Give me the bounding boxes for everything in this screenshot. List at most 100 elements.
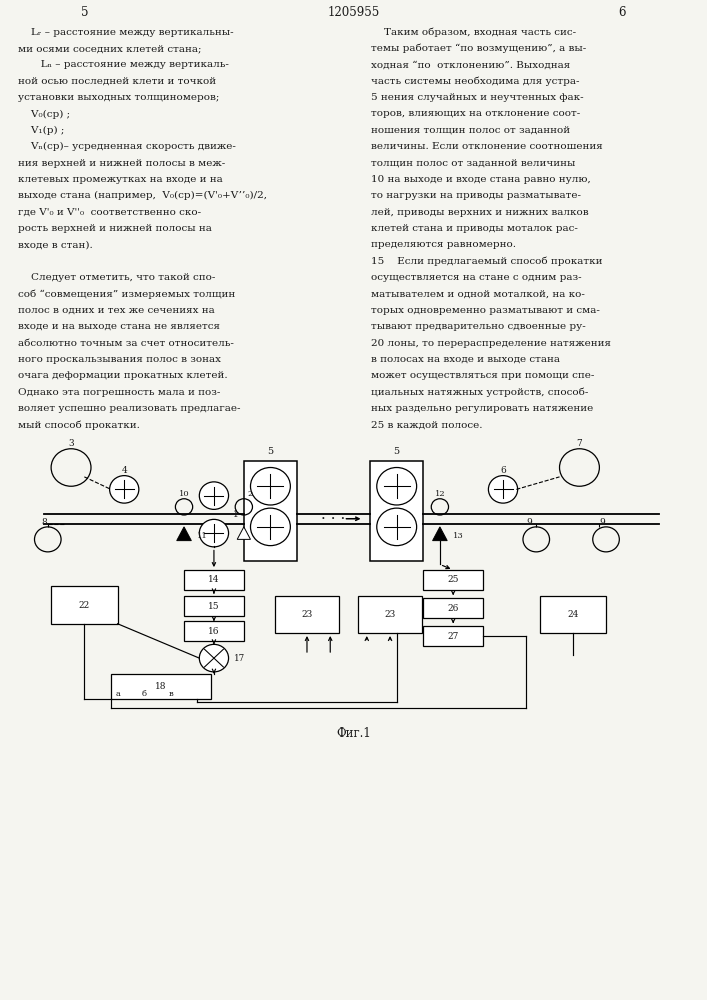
Text: 5: 5 [394, 447, 399, 456]
Bar [184, 596, 244, 616]
Text: 4: 4 [122, 466, 127, 475]
Circle shape [199, 482, 228, 509]
Circle shape [250, 467, 291, 505]
Text: 7: 7 [577, 439, 583, 448]
Text: величины. Если отклонение соотношения: величины. Если отклонение соотношения [371, 142, 603, 151]
Text: ной осью последней клети и точкой: ной осью последней клети и точкой [18, 77, 216, 86]
Bar [111, 674, 211, 699]
Bar [51, 586, 117, 624]
Text: установки выходных толщиномеров;: установки выходных толщиномеров; [18, 93, 219, 102]
Text: мый способ прокатки.: мый способ прокатки. [18, 420, 139, 430]
Text: где V'₀ и V''₀  соответственно ско-: где V'₀ и V''₀ соответственно ско- [18, 208, 201, 217]
Text: воляет успешно реализовать предлагае-: воляет успешно реализовать предлагае- [18, 404, 240, 413]
Text: 3: 3 [69, 439, 74, 448]
Text: то нагрузки на приводы разматывате-: то нагрузки на приводы разматывате- [371, 191, 581, 200]
Text: Lᵣ – расстояние между вертикальны-: Lᵣ – расстояние между вертикальны- [18, 28, 233, 37]
Text: ния верхней и нижней полосы в меж-: ния верхней и нижней полосы в меж- [18, 159, 225, 168]
Circle shape [377, 508, 416, 546]
Text: 5 нения случайных и неучтенных фак-: 5 нения случайных и неучтенных фак- [371, 93, 584, 102]
Text: полос в одних и тех же сечениях на: полос в одних и тех же сечениях на [18, 306, 214, 315]
Circle shape [199, 644, 228, 672]
Text: 22: 22 [78, 600, 90, 609]
Text: 25: 25 [448, 575, 459, 584]
Text: в полосах на входе и выходе стана: в полосах на входе и выходе стана [371, 355, 560, 364]
Text: ми осями соседних клетей стана;: ми осями соседних клетей стана; [18, 44, 201, 53]
Text: 8: 8 [42, 518, 47, 527]
Text: ношения толщин полос от заданной: ношения толщин полос от заданной [371, 126, 571, 135]
Text: часть системы необходима для устра-: часть системы необходима для устра- [371, 77, 580, 86]
Text: ходная “по  отклонению”. Выходная: ходная “по отклонению”. Выходная [371, 60, 571, 69]
Text: Таким образом, входная часть сис-: Таким образом, входная часть сис- [371, 28, 576, 37]
Text: 6: 6 [500, 466, 506, 475]
Text: 27: 27 [448, 632, 459, 641]
Text: 1: 1 [233, 510, 238, 519]
Text: 5: 5 [81, 6, 88, 19]
Bar [423, 626, 483, 646]
Text: тывают предварительно сдвоенные ру-: тывают предварительно сдвоенные ру- [371, 322, 586, 331]
Text: б: б [141, 690, 146, 698]
Text: входе и на выходе стана не является: входе и на выходе стана не является [18, 322, 220, 331]
Text: 25 в каждой полосе.: 25 в каждой полосе. [371, 420, 483, 429]
Text: клетей стана и приводы моталок рас-: клетей стана и приводы моталок рас- [371, 224, 578, 233]
Text: 1205955: 1205955 [327, 6, 380, 19]
Text: 23: 23 [301, 610, 312, 619]
Text: 13: 13 [453, 532, 464, 540]
Text: толщин полос от заданной величины: толщин полос от заданной величины [371, 159, 575, 168]
Text: 5: 5 [267, 447, 274, 456]
Text: ного проскальзывания полос в зонах: ного проскальзывания полос в зонах [18, 355, 221, 364]
Text: 11: 11 [197, 532, 208, 540]
Text: темы работает “по возмущению”, а вы-: темы работает “по возмущению”, а вы- [371, 44, 586, 53]
Text: 6: 6 [619, 6, 626, 19]
Text: 12: 12 [435, 490, 445, 498]
Text: Lₙ – расстояние между вертикаль-: Lₙ – расстояние между вертикаль- [18, 60, 228, 69]
Text: торых одновременно разматывают и сма-: торых одновременно разматывают и сма- [371, 306, 600, 315]
Text: очага деформации прокатных клетей.: очага деформации прокатных клетей. [18, 371, 227, 380]
Text: V₁(р) ;: V₁(р) ; [18, 126, 64, 135]
Text: 26: 26 [448, 604, 459, 613]
Circle shape [489, 476, 518, 503]
Bar [539, 596, 606, 633]
Text: 10 на выходе и входе стана равно нулю,: 10 на выходе и входе стана равно нулю, [371, 175, 591, 184]
Polygon shape [238, 527, 250, 539]
Text: клетевых промежутках на входе и на: клетевых промежутках на входе и на [18, 175, 223, 184]
Bar [184, 621, 244, 641]
Text: · · ·: · · · [322, 512, 346, 526]
Bar [184, 570, 244, 590]
Circle shape [199, 519, 228, 547]
Text: 9: 9 [600, 518, 606, 527]
Text: 15: 15 [208, 602, 220, 611]
Text: 24: 24 [567, 610, 578, 619]
Text: соб “совмещения” измеряемых толщин: соб “совмещения” измеряемых толщин [18, 289, 235, 299]
Text: Однако эта погрешность мала и поз-: Однако эта погрешность мала и поз- [18, 388, 220, 397]
Text: Следует отметить, что такой спо-: Следует отметить, что такой спо- [18, 273, 215, 282]
Text: лей, приводы верхних и нижних валков: лей, приводы верхних и нижних валков [371, 208, 589, 217]
Circle shape [110, 476, 139, 503]
Text: ных раздельно регулировать натяжение: ных раздельно регулировать натяжение [371, 404, 593, 413]
Text: 9: 9 [527, 518, 532, 527]
Bar [276, 596, 339, 633]
Text: входе в стан).: входе в стан). [18, 240, 93, 249]
Polygon shape [177, 527, 192, 541]
Text: а: а [115, 690, 120, 698]
Text: выходе стана (например,  V₀(ср)=(V'₀+V’’₀)/2,: выходе стана (например, V₀(ср)=(V'₀+V’’₀… [18, 191, 267, 200]
Polygon shape [433, 527, 448, 541]
Text: абсолютно точным за счет относитель-: абсолютно точным за счет относитель- [18, 339, 233, 348]
Text: 2: 2 [247, 490, 252, 498]
Text: 20 лоны, то перераспределение натяжения: 20 лоны, то перераспределение натяжения [371, 339, 611, 348]
Bar [244, 461, 297, 561]
Text: может осуществляться при помощи спе-: может осуществляться при помощи спе- [371, 371, 595, 380]
Text: V₀(ср) ;: V₀(ср) ; [18, 109, 70, 119]
Text: 15    Если предлагаемый способ прокатки: 15 Если предлагаемый способ прокатки [371, 257, 602, 266]
Text: 14: 14 [208, 575, 220, 584]
Text: пределяются равномерно.: пределяются равномерно. [371, 240, 516, 249]
Circle shape [250, 508, 291, 546]
Bar [423, 570, 483, 590]
Text: 23: 23 [385, 610, 396, 619]
Text: 16: 16 [208, 627, 220, 636]
Bar [370, 461, 423, 561]
Text: циальных натяжных устройств, способ-: циальных натяжных устройств, способ- [371, 388, 588, 397]
Circle shape [377, 467, 416, 505]
Text: Vₙ(ср)– усредненная скорость движе-: Vₙ(ср)– усредненная скорость движе- [18, 142, 235, 151]
Text: 17: 17 [234, 654, 245, 663]
Text: рость верхней и нижней полосы на: рость верхней и нижней полосы на [18, 224, 211, 233]
